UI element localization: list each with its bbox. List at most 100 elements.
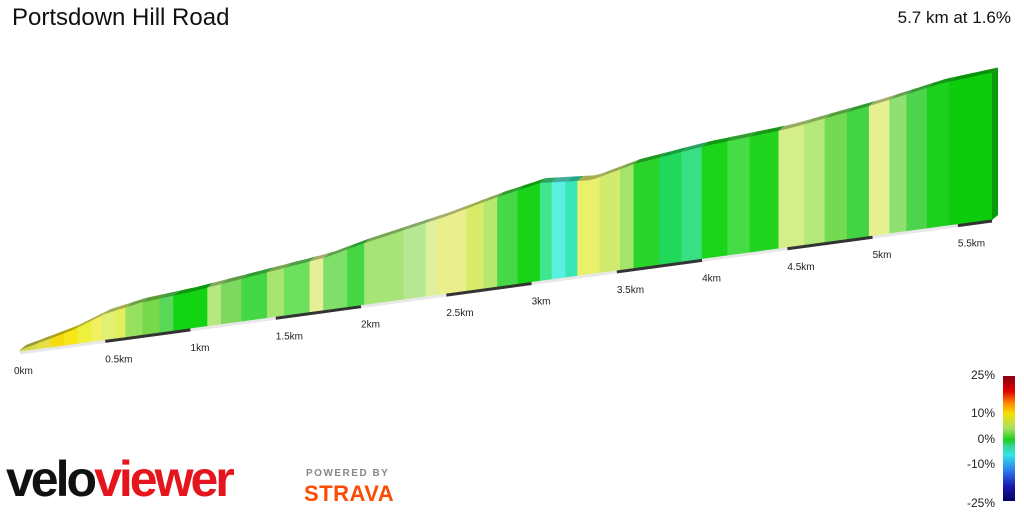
gradient-segment-top bbox=[847, 101, 876, 113]
gradient-segment-top bbox=[552, 176, 572, 183]
gradient-segment bbox=[577, 176, 601, 277]
gradient-segment-top bbox=[702, 136, 734, 147]
gradient-segment bbox=[749, 130, 780, 254]
gradient-segment-top bbox=[20, 338, 44, 350]
gradient-segment bbox=[889, 93, 908, 235]
gradient-segment bbox=[142, 298, 161, 336]
gradient-color-scale bbox=[1003, 376, 1015, 501]
gradient-segment-top bbox=[323, 244, 354, 258]
gradient-segment-top bbox=[659, 146, 688, 158]
gradient-segment-top bbox=[727, 131, 756, 142]
gradient-segment-top bbox=[778, 119, 811, 131]
gradient-segment bbox=[778, 123, 805, 250]
gradient-segment bbox=[539, 182, 553, 282]
distance-tick-label: 1km bbox=[191, 343, 210, 354]
gradient-segment bbox=[517, 182, 541, 285]
gradient-segment-top bbox=[284, 256, 316, 268]
gradient-segment-top bbox=[50, 328, 71, 339]
gradient-segment bbox=[466, 201, 485, 292]
gradient-segment bbox=[949, 72, 993, 227]
segment-summary: 5.7 km at 1.6% bbox=[897, 8, 1011, 27]
gradient-segment bbox=[659, 151, 682, 266]
distance-tick-label: 4.5km bbox=[787, 262, 814, 273]
gradient-segment-top bbox=[949, 67, 998, 82]
gradient-segment bbox=[437, 208, 468, 296]
distance-scale-bar bbox=[275, 305, 362, 320]
gradient-segment bbox=[403, 222, 427, 301]
gradient-scale-label-0: 0% bbox=[977, 432, 995, 446]
distance-scale-bar bbox=[360, 293, 447, 309]
distance-tick-label: 5km bbox=[873, 250, 892, 261]
gradient-segment-top bbox=[620, 159, 640, 170]
gradient-segment bbox=[727, 136, 751, 257]
profile-end-cap bbox=[992, 67, 998, 220]
distance-tick-label: 1.5km bbox=[276, 331, 303, 342]
strava-logo[interactable]: STRAVA bbox=[304, 481, 395, 506]
gradient-segment bbox=[497, 189, 519, 288]
veloviewer-logo[interactable]: veloviewer bbox=[6, 450, 235, 508]
gradient-segment-top bbox=[824, 107, 854, 119]
distance-tick-label: 3.5km bbox=[617, 285, 644, 296]
gradient-segment-top bbox=[517, 178, 547, 191]
gradient-segment-top bbox=[466, 197, 490, 209]
gradient-segment bbox=[77, 320, 92, 345]
gradient-segment-top bbox=[159, 290, 180, 299]
gradient-segment-top bbox=[599, 164, 627, 177]
gradient-segment bbox=[101, 310, 116, 342]
gradient-segment-top bbox=[889, 89, 913, 100]
gradient-segment-top bbox=[869, 94, 896, 106]
gradient-segment-top bbox=[633, 152, 666, 165]
distance-scale-bar bbox=[872, 224, 959, 239]
gradient-scale-label-10: 10% bbox=[970, 406, 995, 420]
distance-tick-label: 5.5km bbox=[958, 239, 985, 250]
distance-scale-bar bbox=[19, 339, 106, 355]
gradient-segment-top bbox=[364, 225, 410, 244]
gradient-segment bbox=[599, 168, 621, 274]
gradient-segment-top bbox=[540, 177, 558, 183]
gradient-segment bbox=[551, 181, 567, 281]
gradient-segment-top bbox=[207, 279, 228, 288]
distance-scale-bar bbox=[105, 328, 191, 343]
distance-tick-label: 2.5km bbox=[446, 308, 473, 319]
gradient-segment-top bbox=[681, 141, 709, 152]
gradient-scale-label-max: 25% bbox=[970, 368, 995, 382]
gradient-segment-top bbox=[64, 322, 84, 334]
gradient-segment bbox=[565, 180, 578, 279]
distance-tick-label: 3km bbox=[532, 297, 551, 308]
distance-tick-label: 2km bbox=[361, 320, 380, 331]
gradient-segment bbox=[207, 283, 222, 327]
gradient-segment-top bbox=[403, 218, 432, 231]
distance-tick-label: 0km bbox=[14, 366, 33, 377]
gradient-segment bbox=[906, 87, 928, 232]
gradient-segment bbox=[241, 271, 268, 323]
gradient-segment bbox=[633, 157, 660, 269]
gradient-segment-top bbox=[577, 172, 606, 181]
gradient-segment bbox=[824, 111, 848, 244]
logo-velo-text: velo bbox=[6, 451, 97, 507]
gradient-segment bbox=[309, 257, 324, 313]
gradient-segment-top bbox=[497, 185, 524, 197]
gradient-segment-top bbox=[267, 263, 291, 273]
gradient-segment-top bbox=[483, 192, 504, 203]
gradient-segment-top bbox=[309, 252, 330, 262]
gradient-segment bbox=[159, 295, 174, 334]
distance-scale-bar bbox=[616, 258, 703, 274]
gradient-segment-top bbox=[437, 203, 473, 220]
gradient-segment-top bbox=[37, 333, 57, 344]
gradient-segment-top bbox=[241, 267, 274, 279]
gradient-segment-top bbox=[565, 175, 584, 182]
gradient-segment bbox=[347, 242, 365, 308]
distance-scale-bar bbox=[787, 235, 873, 251]
gradient-segment-top bbox=[115, 302, 132, 311]
distance-scale-bar bbox=[531, 270, 618, 286]
distance-scale-bar bbox=[190, 316, 276, 332]
logo-viewer-text: viewer bbox=[94, 451, 235, 507]
gradient-segment bbox=[926, 81, 950, 230]
distance-scale-bar bbox=[446, 282, 532, 297]
gradient-segment-top bbox=[927, 76, 956, 88]
gradient-segment bbox=[425, 218, 439, 298]
gradient-segment bbox=[266, 267, 285, 319]
segment-title: Portsdown Hill Road bbox=[12, 4, 230, 31]
powered-by-label: POWERED BY bbox=[306, 468, 390, 479]
gradient-segment bbox=[220, 278, 242, 326]
